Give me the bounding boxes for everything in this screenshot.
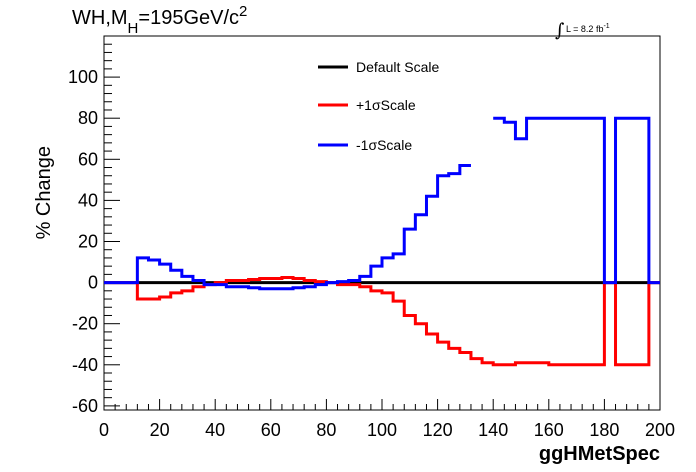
y-tick-label: 80 bbox=[78, 108, 98, 128]
y-tick-label: 100 bbox=[68, 67, 98, 87]
y-tick-label: 60 bbox=[78, 149, 98, 169]
x-tick-label: 80 bbox=[316, 420, 336, 440]
legend-label-default: Default Scale bbox=[356, 59, 439, 75]
lumi-label: L = 8.2 fb-1 bbox=[566, 23, 610, 34]
chart-title-main: WH,M bbox=[72, 7, 128, 29]
ticks-layer: 0 20 40 60 80 100 120 140 160 180 200 -60 -40 -20 0 20 4… bbox=[68, 35, 675, 440]
lumi-integral-symbol: ∫ bbox=[555, 20, 565, 41]
y-axis-title: % Change bbox=[33, 146, 55, 239]
y-tick-label: -60 bbox=[72, 396, 98, 416]
x-tick-label: 40 bbox=[205, 420, 225, 440]
x-tick-label: 140 bbox=[478, 420, 508, 440]
x-tick-label: 20 bbox=[150, 420, 170, 440]
legend: Default Scale +1σScale -1σScale bbox=[318, 59, 439, 153]
x-tick-label: 100 bbox=[367, 420, 397, 440]
y-tick-label: 0 bbox=[88, 273, 98, 293]
chart-title-sup: 2 bbox=[239, 3, 247, 20]
x-axis-title: ggHMetSpec bbox=[539, 443, 660, 465]
legend-label-minus: -1σScale bbox=[356, 137, 412, 153]
series-line-1 bbox=[104, 275, 660, 367]
plot-frame bbox=[103, 35, 661, 411]
lumi-text: L = 8.2 fb bbox=[566, 24, 603, 34]
chart-title-sub: H bbox=[128, 20, 139, 37]
lumi-sup: -1 bbox=[603, 23, 609, 30]
y-tick-label: 20 bbox=[78, 231, 98, 251]
series-line-2 bbox=[104, 116, 660, 291]
x-tick-label: 60 bbox=[261, 420, 281, 440]
y-tick-label: 40 bbox=[78, 190, 98, 210]
chart-title: WH,MH=195GeV/c2 bbox=[72, 3, 247, 37]
chart-title-rest: =195GeV/c bbox=[138, 7, 239, 29]
x-tick-label: 200 bbox=[645, 420, 675, 440]
y-tick-label: -20 bbox=[72, 314, 98, 334]
x-tick-label: 0 bbox=[99, 420, 109, 440]
x-tick-label: 120 bbox=[423, 420, 453, 440]
legend-label-plus: +1σScale bbox=[356, 97, 416, 113]
x-tick-label: 180 bbox=[589, 420, 619, 440]
series-layer bbox=[104, 116, 660, 367]
x-tick-label: 160 bbox=[534, 420, 564, 440]
y-tick-label: -40 bbox=[72, 355, 98, 375]
